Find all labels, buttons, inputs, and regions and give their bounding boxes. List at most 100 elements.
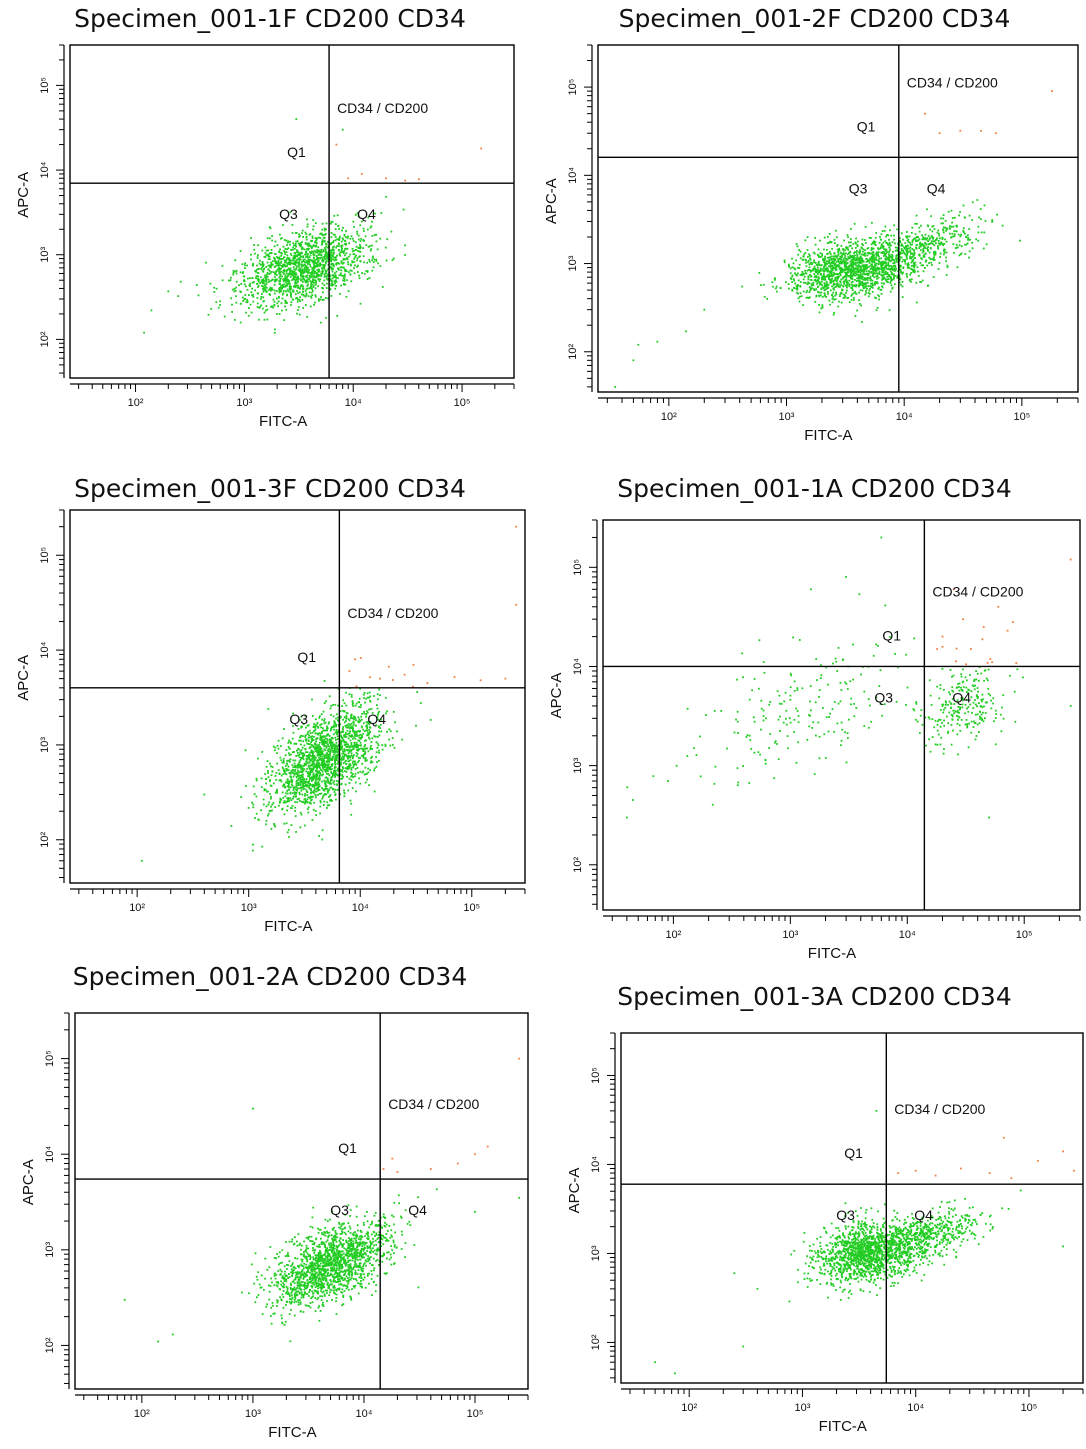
event-point xyxy=(215,287,218,290)
event-point xyxy=(910,268,913,271)
event-point xyxy=(381,748,384,751)
event-point xyxy=(316,237,318,240)
event-point xyxy=(897,250,899,252)
event-point xyxy=(334,279,337,282)
event-point xyxy=(344,270,347,273)
event-point xyxy=(289,243,291,246)
event-point xyxy=(357,739,360,742)
event-point xyxy=(367,696,369,699)
event-point xyxy=(904,260,907,263)
event-point xyxy=(341,771,344,773)
event-point xyxy=(323,229,326,232)
event-point xyxy=(880,267,883,270)
event-point xyxy=(833,262,835,265)
event-point xyxy=(303,248,306,251)
event-point xyxy=(278,779,281,782)
event-point xyxy=(317,285,320,288)
event-point xyxy=(256,283,259,285)
event-point xyxy=(209,282,212,285)
event-point xyxy=(343,795,346,798)
event-point xyxy=(369,699,371,702)
event-point xyxy=(810,284,813,287)
event-point xyxy=(302,735,304,737)
event-point xyxy=(890,259,893,261)
event-point xyxy=(331,267,333,270)
quadrant-label-cd34-cd200: CD34 / CD200 xyxy=(337,100,428,116)
event-point xyxy=(804,239,807,242)
event-point xyxy=(861,321,863,323)
event-point xyxy=(316,274,319,277)
event-point xyxy=(298,236,300,238)
event-point xyxy=(837,266,840,268)
event-point xyxy=(306,316,309,318)
event-point xyxy=(249,282,251,285)
event-point xyxy=(308,736,310,739)
event-point xyxy=(885,257,888,259)
event-point xyxy=(349,237,352,240)
event-point xyxy=(799,250,802,253)
event-point xyxy=(821,296,824,298)
event-point xyxy=(322,287,324,290)
event-point xyxy=(823,292,826,295)
event-point xyxy=(894,266,897,268)
event-point xyxy=(843,271,846,274)
event-point xyxy=(307,248,310,251)
event-point xyxy=(334,256,337,259)
event-point xyxy=(886,275,889,278)
event-point xyxy=(368,708,371,711)
event-point xyxy=(354,743,356,746)
event-point xyxy=(299,267,302,270)
event-point xyxy=(307,242,310,245)
event-point xyxy=(297,298,299,301)
event-point xyxy=(276,261,278,264)
event-point xyxy=(290,249,292,251)
event-point xyxy=(816,273,819,276)
event-point xyxy=(856,257,858,260)
event-point xyxy=(288,272,291,275)
event-point xyxy=(318,774,321,777)
event-point xyxy=(852,242,855,245)
event-point xyxy=(331,282,333,285)
event-point xyxy=(278,262,280,264)
event-point xyxy=(297,284,299,287)
event-point xyxy=(880,289,883,291)
event-point xyxy=(324,741,327,744)
event-point xyxy=(873,259,875,261)
event-point xyxy=(795,274,797,276)
event-point xyxy=(847,271,849,274)
event-point xyxy=(267,772,269,774)
event-point xyxy=(365,716,368,718)
event-point xyxy=(376,761,378,763)
event-point xyxy=(311,715,314,717)
event-point xyxy=(919,262,922,264)
event-point xyxy=(293,742,296,745)
event-point xyxy=(272,306,274,309)
event-point xyxy=(823,289,826,292)
event-point xyxy=(937,245,939,248)
event-point xyxy=(294,272,297,274)
event-point xyxy=(921,251,924,254)
event-point xyxy=(919,281,921,283)
event-point xyxy=(965,243,968,246)
event-point xyxy=(862,271,865,273)
event-point xyxy=(870,272,873,274)
event-point xyxy=(282,796,285,799)
event-point xyxy=(299,826,302,829)
event-point xyxy=(890,234,893,237)
event-point xyxy=(845,280,848,283)
event-point xyxy=(302,788,305,791)
event-point xyxy=(334,236,337,238)
event-point xyxy=(810,288,812,291)
event-point xyxy=(982,247,985,250)
event-point xyxy=(324,763,327,765)
event-point xyxy=(377,744,380,747)
event-point xyxy=(301,752,304,755)
event-point xyxy=(284,801,287,804)
event-point xyxy=(281,309,283,312)
event-point xyxy=(356,265,358,268)
event-point xyxy=(902,238,904,241)
event-point xyxy=(247,314,250,317)
event-point xyxy=(807,281,809,284)
event-point xyxy=(308,247,310,250)
event-point xyxy=(916,266,919,269)
